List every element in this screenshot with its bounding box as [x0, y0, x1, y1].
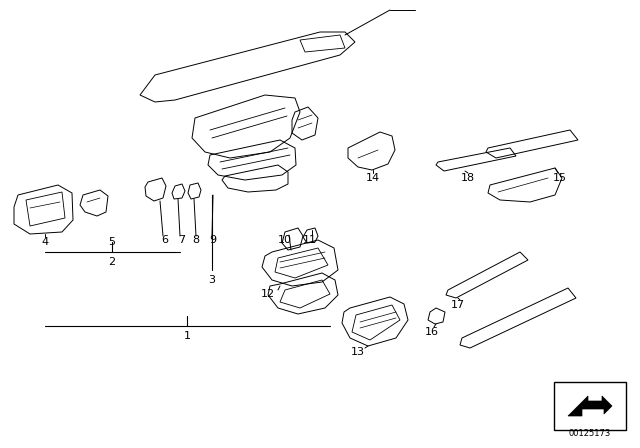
Text: 10: 10 — [278, 235, 292, 245]
Text: 6: 6 — [161, 235, 168, 245]
Text: 00125173: 00125173 — [569, 430, 611, 439]
Text: 12: 12 — [261, 289, 275, 299]
Text: 1: 1 — [184, 331, 191, 341]
Text: 3: 3 — [209, 275, 216, 285]
Text: 2: 2 — [108, 257, 116, 267]
Text: 15: 15 — [553, 173, 567, 183]
Text: 8: 8 — [193, 235, 200, 245]
Bar — [554, 382, 626, 430]
Text: 5: 5 — [109, 237, 115, 247]
Text: 18: 18 — [461, 173, 475, 183]
Text: 7: 7 — [179, 235, 186, 245]
Text: 9: 9 — [209, 235, 216, 245]
Text: 17: 17 — [451, 300, 465, 310]
Text: 11: 11 — [303, 235, 317, 245]
Polygon shape — [568, 396, 612, 416]
Text: 13: 13 — [351, 347, 365, 357]
Text: 4: 4 — [42, 237, 49, 247]
Text: 16: 16 — [425, 327, 439, 337]
Text: 14: 14 — [366, 173, 380, 183]
